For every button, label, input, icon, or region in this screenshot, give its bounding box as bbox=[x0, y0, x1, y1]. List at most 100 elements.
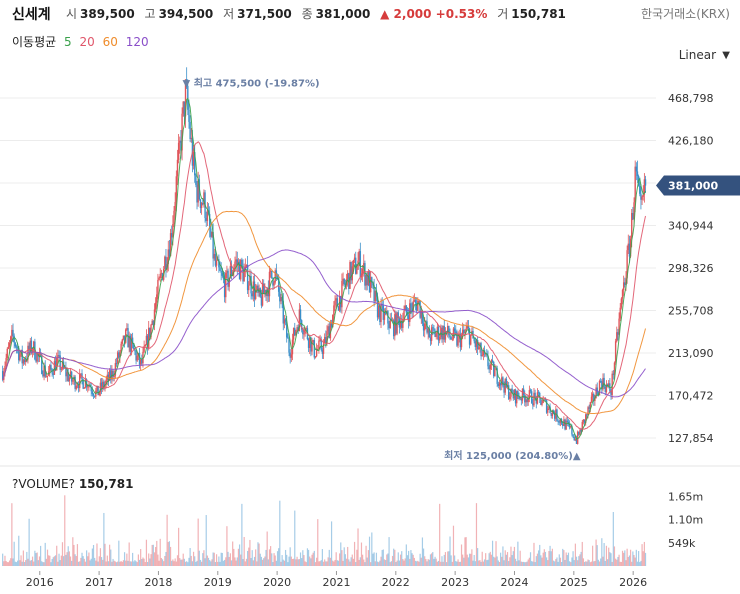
candle-body bbox=[617, 332, 619, 335]
candle-body bbox=[429, 337, 432, 341]
volume-bar bbox=[173, 561, 175, 566]
candle-body bbox=[541, 402, 543, 405]
volume-bar bbox=[286, 554, 288, 566]
candle-body bbox=[624, 282, 626, 285]
volume-bar bbox=[5, 560, 7, 566]
volume-bar bbox=[531, 561, 533, 566]
candle-body bbox=[365, 275, 367, 286]
candle-body bbox=[433, 328, 435, 331]
low-value: 371,500 bbox=[237, 7, 292, 21]
candle-body bbox=[23, 359, 26, 362]
candle-body bbox=[488, 366, 490, 370]
candle-body bbox=[468, 328, 471, 345]
time-tick-label: 2022 bbox=[382, 576, 410, 589]
volume-bar bbox=[490, 554, 493, 566]
candle-body bbox=[505, 378, 508, 388]
volume-bar bbox=[549, 545, 551, 566]
volume-bar bbox=[341, 550, 343, 566]
candle-body bbox=[443, 326, 445, 340]
volume-bar bbox=[119, 561, 121, 566]
candle-body bbox=[312, 340, 314, 343]
volume-bar bbox=[347, 546, 349, 566]
volume-bar bbox=[405, 544, 407, 566]
candle-body bbox=[321, 349, 324, 354]
price-tick-label: 170,472 bbox=[668, 390, 714, 403]
volume-bar bbox=[37, 560, 39, 566]
volume-bar bbox=[202, 553, 204, 566]
time-tick-label: 2020 bbox=[263, 576, 291, 589]
candle-body bbox=[215, 260, 218, 266]
volume-bar bbox=[95, 560, 97, 566]
candle-body bbox=[566, 420, 569, 423]
candle-body bbox=[236, 259, 238, 266]
candle-body bbox=[108, 370, 111, 381]
candle-body bbox=[480, 343, 482, 357]
volume-bar bbox=[152, 544, 154, 566]
volume-bar bbox=[527, 559, 529, 566]
candle-body bbox=[131, 337, 134, 344]
candle-body bbox=[169, 233, 172, 257]
volume-bar bbox=[44, 542, 46, 566]
candle-body bbox=[578, 431, 580, 435]
volume-bar bbox=[259, 553, 261, 566]
candle-body bbox=[463, 329, 465, 333]
volume-bar bbox=[471, 549, 473, 566]
volume-bar bbox=[506, 552, 509, 566]
volume-bar bbox=[597, 559, 599, 566]
volume-bar bbox=[328, 549, 330, 566]
volume-bar bbox=[464, 537, 466, 566]
volume-bar bbox=[126, 553, 128, 566]
candle-body bbox=[271, 270, 273, 279]
candle-body bbox=[349, 261, 351, 289]
candle-body bbox=[499, 382, 502, 386]
volume-bar bbox=[306, 548, 309, 566]
volume-bar bbox=[19, 560, 21, 566]
chevron-down-icon[interactable]: ▼ bbox=[722, 50, 730, 61]
candle-body bbox=[591, 393, 594, 397]
volume-bar bbox=[449, 536, 451, 566]
candle-body bbox=[404, 305, 406, 311]
volume-bar bbox=[566, 555, 568, 566]
volume-bar bbox=[374, 561, 376, 566]
candle-body bbox=[590, 396, 593, 403]
ma-legend-title: 이동평균 bbox=[12, 35, 57, 49]
candle-body bbox=[533, 392, 535, 406]
candle-body bbox=[273, 282, 275, 286]
volume-bar bbox=[542, 552, 544, 566]
volume-bar bbox=[28, 518, 30, 566]
candle-body bbox=[210, 228, 212, 237]
candle-body bbox=[159, 273, 161, 278]
volume-bar bbox=[122, 560, 125, 566]
volume-bar bbox=[371, 532, 373, 566]
volume-bar bbox=[133, 561, 135, 566]
volume-bar bbox=[22, 550, 24, 566]
volume-bar bbox=[402, 559, 404, 566]
candle-body bbox=[214, 253, 217, 266]
candle-body bbox=[487, 355, 489, 367]
volume-bar bbox=[141, 558, 143, 566]
candle-body bbox=[129, 335, 132, 352]
volume-bar bbox=[563, 550, 565, 566]
candle-body bbox=[183, 101, 186, 117]
candle-body bbox=[206, 210, 209, 221]
candle-body bbox=[438, 337, 441, 341]
volume-bar bbox=[140, 549, 142, 566]
candle-body bbox=[79, 374, 81, 389]
volume-bar bbox=[457, 559, 459, 566]
volume-bar bbox=[491, 540, 494, 566]
candle-body bbox=[633, 202, 635, 220]
candle-body bbox=[619, 307, 621, 319]
volume-bar bbox=[508, 561, 510, 566]
volume-bar bbox=[391, 555, 394, 566]
candle-body bbox=[328, 326, 330, 339]
candle-body bbox=[113, 375, 115, 377]
scale-mode-dropdown[interactable]: Linear bbox=[678, 48, 716, 62]
volume-bar bbox=[401, 551, 403, 566]
volume-bar bbox=[110, 549, 112, 566]
volume-bar bbox=[112, 558, 114, 566]
volume-bar bbox=[113, 560, 115, 566]
candle-body bbox=[366, 275, 368, 286]
candle-body bbox=[625, 278, 627, 285]
moving-average-legend[interactable]: 이동평균 5 20 60 120 bbox=[12, 33, 153, 50]
